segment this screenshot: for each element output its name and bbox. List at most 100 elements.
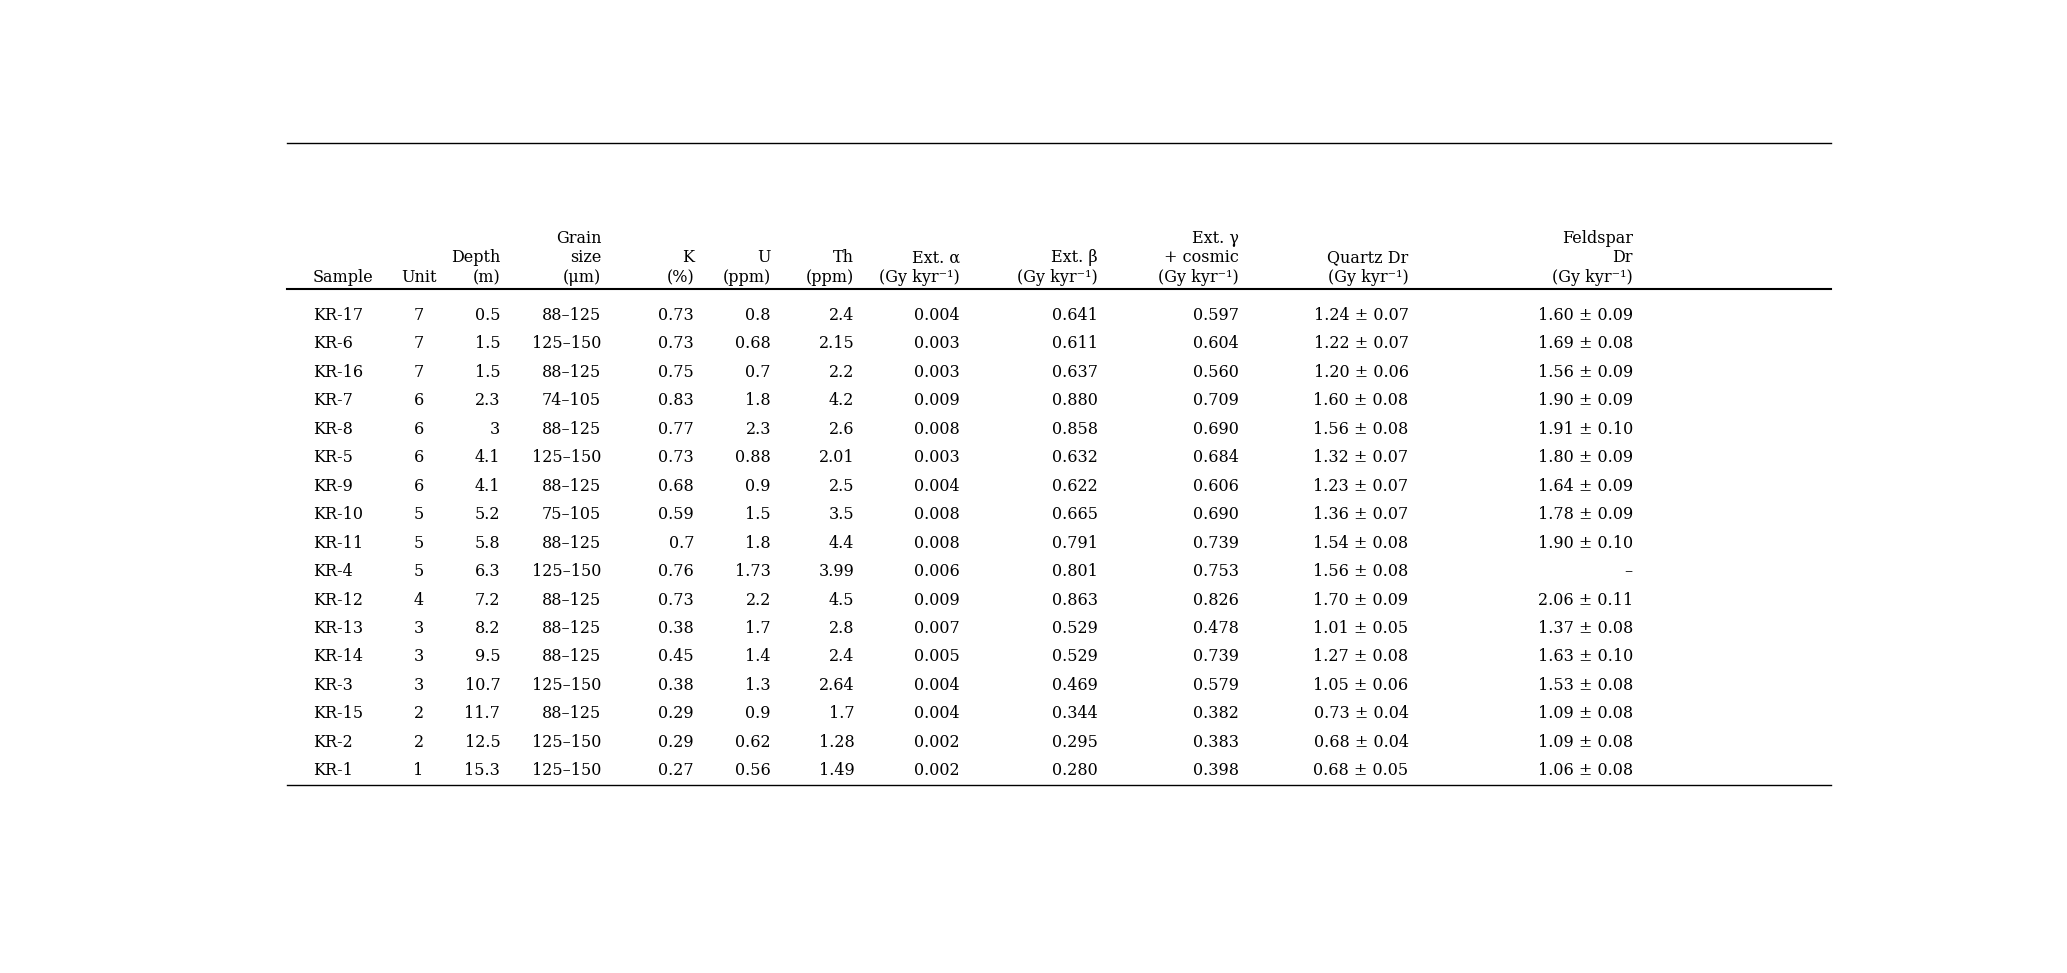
Text: 0.611: 0.611 xyxy=(1052,336,1098,352)
Text: 0.005: 0.005 xyxy=(914,648,959,666)
Text: 2.5: 2.5 xyxy=(829,478,854,494)
Text: 0.004: 0.004 xyxy=(914,478,959,494)
Text: 0.56: 0.56 xyxy=(736,762,771,779)
Text: 1.24 ± 0.07: 1.24 ± 0.07 xyxy=(1313,306,1408,324)
Text: 74–105: 74–105 xyxy=(542,392,601,410)
Text: 0.7: 0.7 xyxy=(668,534,695,552)
Text: Unit: Unit xyxy=(401,270,436,286)
Text: 1.60 ± 0.08: 1.60 ± 0.08 xyxy=(1313,392,1408,410)
Text: 0.002: 0.002 xyxy=(914,734,959,751)
Text: 1.32 ± 0.07: 1.32 ± 0.07 xyxy=(1313,450,1408,466)
Text: 0.003: 0.003 xyxy=(914,336,959,352)
Text: 1.5: 1.5 xyxy=(746,506,771,523)
Text: 4.1: 4.1 xyxy=(475,450,500,466)
Text: 5: 5 xyxy=(413,563,424,580)
Text: 0.579: 0.579 xyxy=(1193,677,1238,694)
Text: 1.37 ± 0.08: 1.37 ± 0.08 xyxy=(1538,620,1633,637)
Text: 0.826: 0.826 xyxy=(1193,592,1238,608)
Text: 0.75: 0.75 xyxy=(659,364,695,380)
Text: 0.469: 0.469 xyxy=(1052,677,1098,694)
Text: 88–125: 88–125 xyxy=(542,306,601,324)
Text: 0.68: 0.68 xyxy=(659,478,695,494)
Text: Th
(ppm): Th (ppm) xyxy=(806,249,854,286)
Text: 88–125: 88–125 xyxy=(542,648,601,666)
Text: 0.398: 0.398 xyxy=(1193,762,1238,779)
Text: KR-8: KR-8 xyxy=(312,420,353,438)
Text: 2.4: 2.4 xyxy=(829,306,854,324)
Text: 1.56 ± 0.09: 1.56 ± 0.09 xyxy=(1538,364,1633,380)
Text: KR-1: KR-1 xyxy=(312,762,353,779)
Text: 6: 6 xyxy=(413,392,424,410)
Text: 6.3: 6.3 xyxy=(475,563,500,580)
Text: 88–125: 88–125 xyxy=(542,705,601,722)
Text: 1.22 ± 0.07: 1.22 ± 0.07 xyxy=(1313,336,1408,352)
Text: 88–125: 88–125 xyxy=(542,478,601,494)
Text: 1.90 ± 0.09: 1.90 ± 0.09 xyxy=(1538,392,1633,410)
Text: 0.004: 0.004 xyxy=(914,306,959,324)
Text: 1.01 ± 0.05: 1.01 ± 0.05 xyxy=(1313,620,1408,637)
Text: KR-4: KR-4 xyxy=(312,563,353,580)
Text: 125–150: 125–150 xyxy=(531,563,601,580)
Text: 0.9: 0.9 xyxy=(746,478,771,494)
Text: 2.8: 2.8 xyxy=(829,620,854,637)
Text: 0.88: 0.88 xyxy=(736,450,771,466)
Text: 1.3: 1.3 xyxy=(746,677,771,694)
Text: 0.62: 0.62 xyxy=(736,734,771,751)
Text: 0.597: 0.597 xyxy=(1193,306,1238,324)
Text: 0.008: 0.008 xyxy=(914,420,959,438)
Text: KR-3: KR-3 xyxy=(312,677,353,694)
Text: KR-13: KR-13 xyxy=(312,620,364,637)
Text: 0.280: 0.280 xyxy=(1052,762,1098,779)
Text: 1.56 ± 0.08: 1.56 ± 0.08 xyxy=(1313,420,1408,438)
Text: 12.5: 12.5 xyxy=(465,734,500,751)
Text: 0.004: 0.004 xyxy=(914,677,959,694)
Text: 1.63 ± 0.10: 1.63 ± 0.10 xyxy=(1538,648,1633,666)
Text: 1.27 ± 0.08: 1.27 ± 0.08 xyxy=(1313,648,1408,666)
Text: Quartz Dr
(Gy kyr⁻¹): Quartz Dr (Gy kyr⁻¹) xyxy=(1327,249,1408,286)
Text: KR-12: KR-12 xyxy=(312,592,364,608)
Text: K
(%): K (%) xyxy=(666,249,695,286)
Text: 0.529: 0.529 xyxy=(1052,648,1098,666)
Text: 2.3: 2.3 xyxy=(746,420,771,438)
Text: 1.56 ± 0.08: 1.56 ± 0.08 xyxy=(1313,563,1408,580)
Text: 2.3: 2.3 xyxy=(475,392,500,410)
Text: 7: 7 xyxy=(413,306,424,324)
Text: 0.632: 0.632 xyxy=(1052,450,1098,466)
Text: 0.560: 0.560 xyxy=(1193,364,1238,380)
Text: 2.2: 2.2 xyxy=(829,364,854,380)
Text: KR-14: KR-14 xyxy=(312,648,364,666)
Text: 88–125: 88–125 xyxy=(542,364,601,380)
Text: 0.73: 0.73 xyxy=(659,450,695,466)
Text: 2.64: 2.64 xyxy=(819,677,854,694)
Text: 0.007: 0.007 xyxy=(914,620,959,637)
Text: 0.858: 0.858 xyxy=(1052,420,1098,438)
Text: 0.76: 0.76 xyxy=(659,563,695,580)
Text: 1.06 ± 0.08: 1.06 ± 0.08 xyxy=(1538,762,1633,779)
Text: 1.70 ± 0.09: 1.70 ± 0.09 xyxy=(1313,592,1408,608)
Text: 3.99: 3.99 xyxy=(819,563,854,580)
Text: 0.739: 0.739 xyxy=(1193,534,1238,552)
Text: 4: 4 xyxy=(413,592,424,608)
Text: 1.7: 1.7 xyxy=(829,705,854,722)
Text: 88–125: 88–125 xyxy=(542,592,601,608)
Text: Ext. α
(Gy kyr⁻¹): Ext. α (Gy kyr⁻¹) xyxy=(878,249,959,286)
Text: 0.29: 0.29 xyxy=(659,705,695,722)
Text: 0.006: 0.006 xyxy=(914,563,959,580)
Text: 0.604: 0.604 xyxy=(1193,336,1238,352)
Text: 6: 6 xyxy=(413,478,424,494)
Text: 0.5: 0.5 xyxy=(475,306,500,324)
Text: Ext. γ
+ cosmic
(Gy kyr⁻¹): Ext. γ + cosmic (Gy kyr⁻¹) xyxy=(1158,230,1238,286)
Text: 0.68: 0.68 xyxy=(736,336,771,352)
Text: 1.90 ± 0.10: 1.90 ± 0.10 xyxy=(1538,534,1633,552)
Text: 0.863: 0.863 xyxy=(1052,592,1098,608)
Text: 0.003: 0.003 xyxy=(914,450,959,466)
Text: 0.73: 0.73 xyxy=(659,336,695,352)
Text: 1.60 ± 0.09: 1.60 ± 0.09 xyxy=(1538,306,1633,324)
Text: 0.8: 0.8 xyxy=(746,306,771,324)
Text: 88–125: 88–125 xyxy=(542,534,601,552)
Text: 1.4: 1.4 xyxy=(746,648,771,666)
Text: 0.27: 0.27 xyxy=(659,762,695,779)
Text: Depth
(m): Depth (m) xyxy=(451,249,500,286)
Text: 2.6: 2.6 xyxy=(829,420,854,438)
Text: 0.344: 0.344 xyxy=(1052,705,1098,722)
